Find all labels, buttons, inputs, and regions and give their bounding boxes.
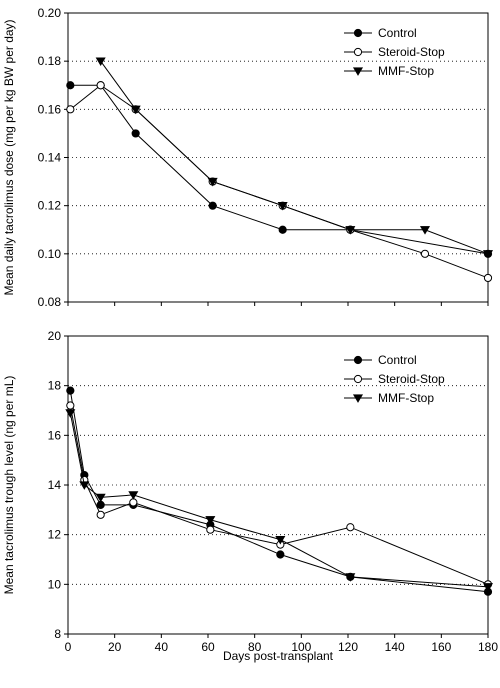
- data-point: [205, 516, 216, 525]
- y-tick-label: 0.14: [38, 151, 62, 165]
- y-axis-title: Mean tacrolimus trough level (ng per mL): [2, 376, 16, 595]
- legend-marker: [352, 394, 364, 403]
- data-point: [278, 225, 287, 234]
- data-point: [96, 500, 105, 509]
- legend-marker: [353, 374, 363, 384]
- legend-label: Steroid-Stop: [378, 372, 445, 386]
- data-point: [206, 525, 215, 534]
- series-mmf-stop: [95, 57, 494, 259]
- data-point: [482, 250, 494, 259]
- y-tick-label: 0.20: [38, 6, 62, 20]
- x-tick-label: 40: [155, 640, 169, 654]
- data-point: [79, 481, 90, 490]
- y-tick-label: 0.08: [38, 295, 62, 309]
- series-mmf-stop: [65, 409, 494, 592]
- data-point: [277, 201, 288, 211]
- series-line: [100, 60, 489, 255]
- legend-marker: [353, 355, 363, 365]
- legend: Control Steroid-Stop MMF-Stop: [344, 353, 445, 405]
- data-point: [95, 493, 106, 503]
- data-point: [66, 386, 75, 395]
- x-tick-label: 20: [108, 640, 122, 654]
- y-tick-label: 18: [48, 379, 62, 393]
- data-point: [66, 105, 75, 114]
- data-point: [346, 523, 355, 532]
- y-tick-label: 0.16: [38, 102, 62, 116]
- legend-label: Steroid-Stop: [378, 45, 445, 59]
- data-point: [129, 498, 138, 507]
- x-axis-title: Days post-transplant: [223, 649, 334, 663]
- series-line: [70, 84, 489, 279]
- y-axis-title: Mean daily tacrolimus dose (mg per kg BW…: [2, 19, 16, 295]
- legend-marker: [352, 67, 364, 76]
- y-tick-label: 8: [54, 627, 61, 641]
- x-tick-label: 80: [248, 640, 262, 654]
- legend-label: Control: [378, 353, 417, 367]
- data-point: [345, 226, 356, 235]
- data-point: [419, 226, 431, 235]
- data-point: [483, 273, 493, 283]
- data-point: [128, 491, 139, 500]
- data-point: [66, 401, 75, 410]
- x-tick-label: 160: [431, 640, 451, 654]
- y-tick-label: 14: [48, 478, 62, 492]
- series-line: [69, 412, 489, 588]
- x-tick-label: 0: [65, 640, 72, 654]
- series-control: [66, 386, 493, 596]
- legend-label: Control: [378, 26, 417, 40]
- legend: Control Steroid-Stop MMF-Stop: [344, 26, 445, 78]
- dose-chart: 0.08 0.10 0.12 0.14 0.16 0.18 0.20 Mean daily t…: [2, 6, 494, 309]
- x-tick-label: 140: [385, 640, 405, 654]
- y-tick-label: 12: [48, 528, 62, 542]
- data-point: [95, 57, 106, 67]
- y-tick-label: 0.18: [38, 54, 62, 68]
- data-point: [275, 535, 286, 545]
- data-point: [276, 550, 285, 559]
- series-line: [69, 405, 489, 585]
- series-line: [69, 390, 489, 593]
- data-point: [482, 583, 494, 592]
- trough-chart: 8 10 12 14 16 18 20 0 20 40 60 80 100 120 140 160 180 Mea…: [2, 329, 498, 663]
- x-tick-label: 120: [338, 640, 358, 654]
- x-tick-label: 100: [291, 640, 311, 654]
- x-tick-label: 60: [201, 640, 215, 654]
- series-steroid-stop: [66, 81, 493, 283]
- data-point: [130, 105, 141, 115]
- data-point: [96, 81, 105, 90]
- y-tick-label: 16: [48, 428, 62, 442]
- y-tick-label: 0.10: [38, 247, 62, 261]
- y-tick-label: 20: [48, 329, 62, 343]
- data-point: [208, 201, 217, 210]
- data-point: [96, 510, 105, 519]
- legend-marker: [353, 47, 363, 57]
- legend-label: MMF-Stop: [378, 391, 434, 405]
- data-point: [131, 129, 140, 138]
- legend-label: MMF-Stop: [378, 64, 434, 78]
- data-point: [207, 177, 218, 187]
- data-point: [345, 573, 356, 582]
- y-tick-label: 0.12: [38, 199, 62, 213]
- x-tick-label: 180: [478, 640, 498, 654]
- data-point: [420, 249, 430, 258]
- data-point: [66, 81, 75, 90]
- data-point: [65, 409, 76, 418]
- y-tick-label: 10: [48, 577, 62, 591]
- legend-marker: [353, 28, 363, 38]
